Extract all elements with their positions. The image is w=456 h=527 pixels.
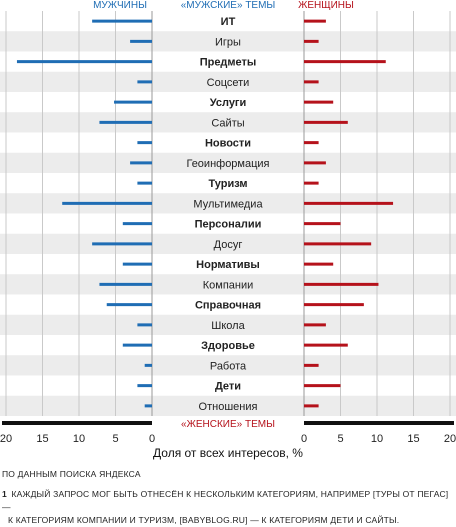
- category-label: Отношения: [199, 401, 258, 413]
- category-label: Услуги: [210, 97, 247, 109]
- diverging-bar-chart: МУЖЧИНЫ «МУЖСКИЕ» ТЕМЫ ЖЕНЩИНЫ ИТ Игры Предме…: [0, 0, 456, 445]
- left-tick-label: 0: [149, 433, 155, 445]
- row-band: [0, 193, 456, 214]
- source-note: ПО ДАННЫМ ПОИСКА ЯНДЕКСА: [2, 469, 141, 479]
- category-label: Школа: [211, 320, 245, 332]
- center-header-male-topics: «МУЖСКИЕ» ТЕМЫ: [181, 0, 276, 11]
- category-label: Нормативы: [196, 259, 260, 271]
- row-band: [0, 152, 456, 173]
- right-tick-label: 5: [337, 433, 343, 445]
- category-label: Игры: [215, 36, 241, 48]
- category-label: Здоровье: [201, 340, 255, 352]
- left-tick-label: 10: [73, 433, 85, 445]
- right-tick-label: 10: [371, 433, 383, 445]
- category-label: Работа: [210, 360, 247, 372]
- category-label: Соцсети: [207, 77, 250, 89]
- category-label: Дети: [215, 381, 241, 393]
- row-band: [0, 112, 456, 133]
- category-label: Геоинформация: [186, 158, 269, 170]
- category-label: Новости: [205, 138, 251, 150]
- footnote-line-2: К КАТЕГОРИЯМ КОМПАНИИ И ТУРИЗМ, [BABYBLO…: [8, 515, 400, 525]
- category-label: Туризм: [208, 178, 247, 190]
- x-axis-title: Доля от всех интересов, %: [153, 446, 303, 460]
- left-tick-label: 5: [112, 433, 118, 445]
- row-band: [0, 233, 456, 254]
- row-band: [0, 395, 456, 416]
- row-band: [0, 71, 456, 92]
- category-label: Досуг: [214, 239, 243, 251]
- category-label: Справочная: [195, 300, 261, 312]
- category-label: Мультимедиа: [193, 198, 263, 210]
- category-label: ИТ: [221, 16, 236, 28]
- left-series-header: МУЖЧИНЫ: [93, 0, 147, 11]
- left-tick-label: 15: [36, 433, 48, 445]
- row-band: [0, 31, 456, 52]
- category-label: Персоналии: [195, 219, 262, 231]
- category-label: Предметы: [200, 57, 257, 69]
- category-label: Сайты: [211, 117, 244, 129]
- category-label: Компании: [203, 279, 254, 291]
- right-series-header: ЖЕНЩИНЫ: [298, 0, 354, 11]
- right-tick-label: 15: [407, 433, 419, 445]
- row-band: [0, 314, 456, 335]
- footnote-number: 1: [2, 489, 7, 499]
- center-header-female-topics: «ЖЕНСКИЕ» ТЕМЫ: [181, 419, 275, 430]
- right-tick-label: 20: [444, 433, 456, 445]
- right-tick-label: 0: [301, 433, 307, 445]
- row-band: [0, 274, 456, 295]
- left-tick-label: 20: [0, 433, 12, 445]
- row-band: [0, 355, 456, 376]
- footnote-line-1: КАЖДЫЙ ЗАПРОС МОГ БЫТЬ ОТНЕСЁН К НЕСКОЛЬ…: [2, 489, 449, 512]
- footnote: 1 КАЖДЫЙ ЗАПРОС МОГ БЫТЬ ОТНЕСЁН К НЕСКО…: [2, 488, 454, 527]
